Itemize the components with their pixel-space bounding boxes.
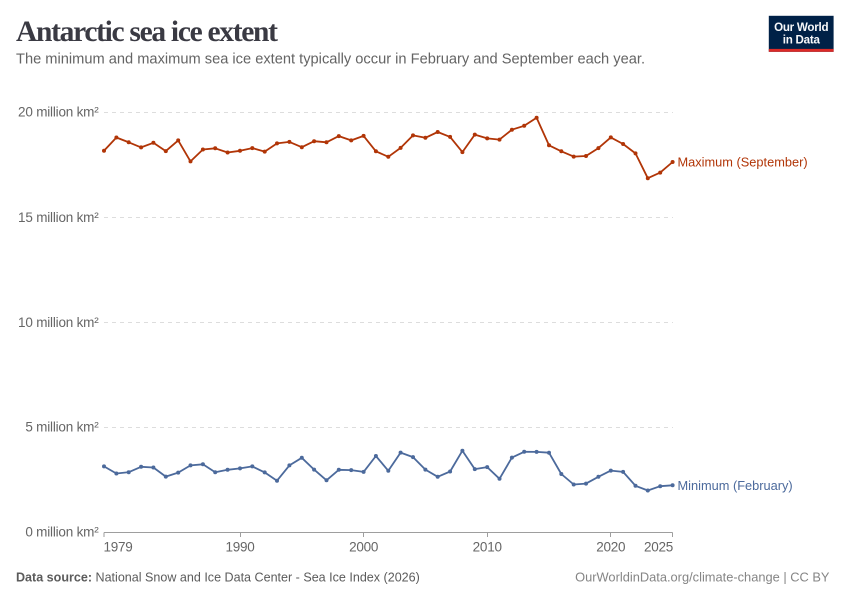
svg-text:The minimum and maximum sea ic: The minimum and maximum sea ice extent t… [16,52,645,68]
svg-text:Data source: National Snow and: Data source: National Snow and Ice Data … [16,571,420,585]
svg-text:10 million km²: 10 million km² [18,315,99,330]
svg-text:2020: 2020 [596,540,625,555]
svg-text:Antarctic sea ice extent: Antarctic sea ice extent [16,16,278,48]
svg-text:2000: 2000 [349,540,378,555]
svg-text:5 million km²: 5 million km² [25,420,99,435]
svg-text:1990: 1990 [225,540,254,555]
svg-text:Minimum (February): Minimum (February) [678,478,793,493]
svg-text:Our World: Our World [774,21,828,34]
svg-text:Maximum (September): Maximum (September) [678,155,808,170]
svg-text:20 million km²: 20 million km² [18,105,99,120]
svg-text:0 million km²: 0 million km² [25,525,99,540]
svg-text:1979: 1979 [104,540,133,555]
svg-text:in Data: in Data [783,33,821,46]
svg-text:OurWorldinData.org/climate-cha: OurWorldinData.org/climate-change | CC B… [575,570,830,585]
svg-text:2025: 2025 [644,540,673,555]
svg-text:2010: 2010 [473,540,502,555]
svg-text:15 million km²: 15 million km² [18,210,99,225]
